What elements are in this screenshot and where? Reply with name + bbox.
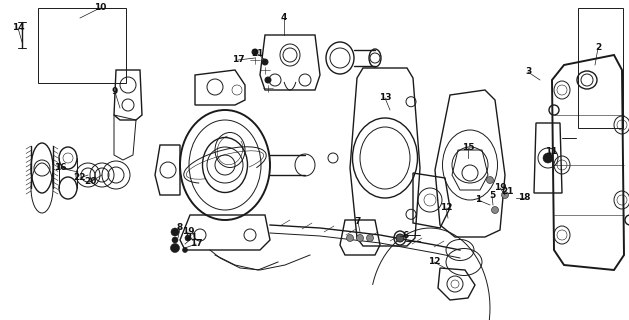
Text: 19: 19 [182,228,194,236]
Text: 14: 14 [12,23,25,33]
Circle shape [185,235,191,241]
Text: 11: 11 [545,148,557,156]
Text: 18: 18 [518,194,530,203]
Circle shape [252,49,258,55]
Circle shape [396,234,404,242]
Text: 21: 21 [186,234,198,243]
Circle shape [347,235,353,242]
Text: 17: 17 [231,55,244,65]
Text: 3: 3 [525,68,531,76]
Bar [578,8,623,128]
Text: 10: 10 [94,4,106,12]
Text: 7: 7 [355,218,361,227]
Text: 12: 12 [440,204,452,212]
Circle shape [172,237,178,243]
Text: 17: 17 [190,239,203,249]
Text: 20: 20 [84,178,96,187]
Circle shape [501,191,508,198]
Circle shape [486,177,494,183]
Text: 4: 4 [281,13,287,22]
Text: 8: 8 [177,223,183,233]
Text: 13: 13 [379,93,391,102]
Circle shape [491,206,499,213]
Circle shape [262,59,268,65]
Text: 1: 1 [475,196,481,204]
Circle shape [170,244,179,252]
Text: 19: 19 [494,183,506,193]
Text: 6: 6 [403,231,409,241]
Text: 21: 21 [502,188,515,196]
Text: 16: 16 [53,164,66,172]
Bar [38,8,126,83]
Text: 12: 12 [428,258,440,267]
Text: 9: 9 [112,87,118,97]
Text: 5: 5 [489,191,495,201]
Circle shape [182,247,187,252]
Text: 15: 15 [462,143,474,153]
Circle shape [171,228,179,236]
Circle shape [357,235,364,242]
Circle shape [265,77,271,83]
Text: 21: 21 [252,50,264,59]
Text: 2: 2 [595,44,601,52]
Circle shape [367,235,374,242]
Circle shape [543,153,553,163]
Text: 22: 22 [74,173,86,182]
